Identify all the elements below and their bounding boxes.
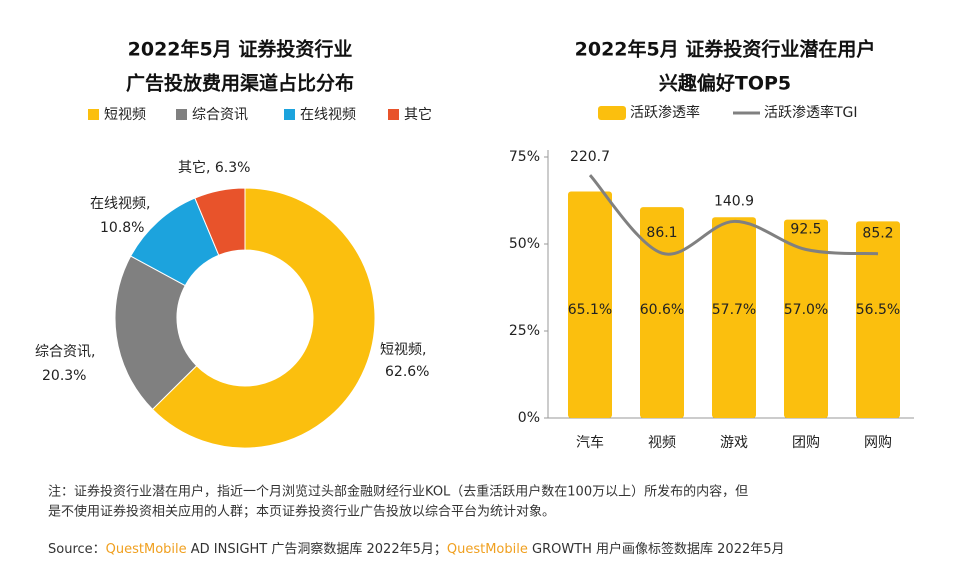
- data-label-line: 10.8%: [100, 220, 144, 236]
- source-text: Source：: [48, 542, 106, 557]
- data-label: 短视频, 62.6%: [380, 342, 429, 380]
- y-tick-label: 0%: [518, 410, 540, 426]
- note: 注：证券投资行业潜在用户，指近一个月浏览过头部金融财经行业KOL（去重活跃用户数…: [48, 484, 748, 500]
- bar-label: 57.7%: [712, 302, 756, 318]
- bar: [784, 219, 828, 418]
- chart-title: 广告投放费用渠道占比分布: [126, 72, 354, 95]
- legend-swatch: [388, 109, 399, 120]
- chart-title: 2022年5月 证券投资行业潜在用户: [575, 38, 876, 61]
- bar: [712, 217, 756, 418]
- line-label: 92.5: [790, 222, 821, 238]
- legend-swatch: [284, 109, 295, 120]
- note: 是不使用证券投资相关应用的人群；本页证券投资行业广告投放以综合平台为统计对象。: [48, 504, 555, 520]
- data-label: 综合资讯, 20.3%: [35, 344, 95, 384]
- data-label-line: 20.3%: [42, 368, 86, 384]
- donut-slice: [151, 187, 376, 449]
- legend-label: 短视频: [104, 107, 146, 123]
- source-brand: QuestMobile: [447, 542, 528, 557]
- donut-slice: [194, 187, 246, 256]
- source-text: GROWTH 用户画像标签数据库 2022年5月: [528, 541, 785, 557]
- bar: [568, 191, 612, 418]
- y-tick-label: 75%: [509, 149, 540, 165]
- bar-label: 60.6%: [640, 302, 684, 318]
- line-label: 85.2: [862, 226, 893, 242]
- donut-slice: [114, 255, 198, 411]
- bar-label: 65.1%: [568, 302, 612, 318]
- legend-swatch: [88, 109, 99, 120]
- line-label: 86.1: [646, 225, 677, 241]
- source: Source：QuestMobile AD INSIGHT 广告洞察数据库 20…: [48, 541, 785, 557]
- data-label: 其它, 6.3%: [178, 159, 250, 176]
- x-tick-label: 团购: [792, 435, 820, 451]
- x-tick-label: 网购: [864, 435, 892, 451]
- line: [588, 174, 879, 256]
- chart-title: 2022年5月 证券投资行业: [128, 38, 353, 61]
- legend-label: 在线视频: [300, 107, 356, 123]
- legend-label: 活跃渗透率TGI: [764, 104, 858, 121]
- legend-label: 综合资讯: [192, 107, 248, 123]
- line-label: 140.9: [714, 193, 754, 209]
- line-label: 220.7: [570, 149, 610, 165]
- legend-swatch: [598, 106, 626, 120]
- y-tick-label: 50%: [509, 236, 540, 252]
- data-label-line: 综合资讯,: [35, 344, 95, 360]
- data-label-line: 短视频,: [380, 342, 426, 358]
- x-tick-label: 汽车: [576, 434, 604, 451]
- source-text: AD INSIGHT 广告洞察数据库 2022年5月；: [187, 541, 447, 557]
- x-tick-label: 游戏: [720, 435, 748, 451]
- source-brand: QuestMobile: [106, 542, 187, 557]
- data-label-line: 在线视频,: [90, 196, 150, 212]
- legend-label: 活跃渗透率: [630, 104, 700, 121]
- legend-swatch: [176, 109, 187, 120]
- data-label: 在线视频, 10.8%: [90, 196, 150, 236]
- bar-label: 56.5%: [856, 302, 900, 318]
- y-tick-label: 25%: [509, 323, 540, 339]
- x-tick-label: 视频: [648, 435, 676, 451]
- data-label-line: 62.6%: [385, 364, 429, 380]
- bar: [856, 221, 900, 418]
- legend-label: 其它: [404, 106, 432, 123]
- chart-title: 兴趣偏好TOP5: [659, 72, 791, 95]
- bar-label: 57.0%: [784, 302, 828, 318]
- bar: [640, 207, 684, 418]
